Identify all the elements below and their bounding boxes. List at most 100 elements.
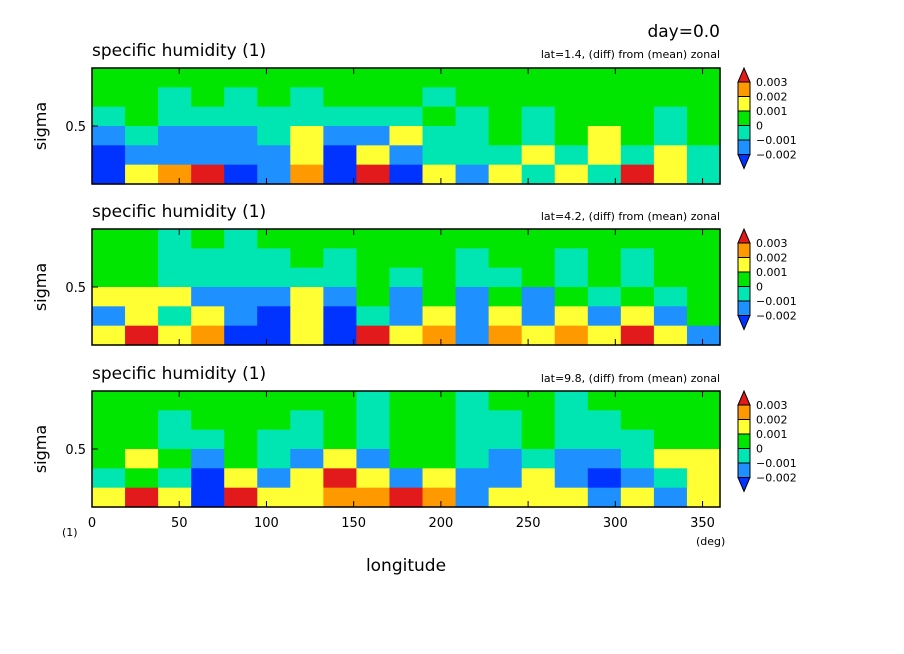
- heatmap-cell: [92, 126, 126, 146]
- heatmap-cell: [521, 449, 556, 469]
- heatmap-cell: [290, 468, 324, 489]
- x-corner-unit: (1): [62, 526, 78, 539]
- heatmap-cell: [620, 306, 655, 327]
- heatmap-cell: [389, 449, 424, 469]
- heatmap-cell: [125, 164, 159, 185]
- heatmap-cell: [290, 325, 324, 346]
- heatmap-cell: [554, 68, 589, 88]
- panel-3-title: specific humidity (1): [92, 364, 266, 384]
- heatmap-cell: [488, 468, 523, 489]
- heatmap-cell: [587, 267, 622, 288]
- heatmap-cell: [620, 429, 655, 450]
- heatmap-cell: [521, 126, 556, 146]
- heatmap-cell: [455, 325, 490, 346]
- heatmap-cell: [488, 229, 523, 249]
- heatmap-cell: [653, 391, 688, 411]
- heatmap-cell: [356, 229, 391, 249]
- heatmap-cell: [92, 468, 126, 489]
- heatmap-cell: [92, 449, 126, 469]
- heatmap-cell: [653, 325, 688, 346]
- heatmap-cell: [554, 87, 589, 108]
- panel-2-xticks: [91, 229, 704, 345]
- heatmap-cell: [653, 68, 688, 88]
- colorbar-label: 0.003: [756, 399, 788, 412]
- heatmap-cell: [257, 487, 291, 508]
- colorbar-segment: [737, 96, 751, 112]
- heatmap-cell: [257, 68, 291, 88]
- heatmap-cell: [389, 145, 424, 166]
- heatmap-cell: [323, 145, 358, 166]
- heatmap-cell: [455, 391, 490, 411]
- heatmap-cell: [356, 68, 391, 88]
- heatmap-cell: [455, 306, 490, 327]
- heatmap-cell: [389, 248, 424, 269]
- heatmap-cell: [389, 229, 424, 249]
- panel-3-ylabel: sigma: [31, 425, 50, 473]
- heatmap-cell: [488, 429, 523, 450]
- heatmap-cell: [191, 449, 225, 469]
- heatmap-cell: [653, 449, 688, 469]
- panel-2-subtitle: lat=4.2, (diff) from (mean) zonal: [541, 210, 720, 223]
- heatmap-cell: [191, 468, 225, 489]
- heatmap-cell: [521, 325, 556, 346]
- heatmap-cell: [356, 468, 391, 489]
- heatmap-cell: [290, 145, 324, 166]
- heatmap-cell: [587, 287, 622, 307]
- colorbar-label: 0.003: [756, 237, 788, 250]
- heatmap-cell: [158, 468, 192, 489]
- heatmap-cell: [323, 325, 358, 346]
- heatmap-cell: [422, 325, 457, 346]
- heatmap-cell: [587, 126, 622, 146]
- heatmap-cell: [257, 306, 291, 327]
- colorbar-label: 0: [756, 281, 763, 294]
- panel-3-ytick-label: 0.5: [65, 443, 86, 458]
- panel-2: specific humidity (1) lat=4.2, (diff) fr…: [31, 202, 721, 346]
- heatmap-cell: [422, 468, 457, 489]
- heatmap-cell: [455, 410, 490, 431]
- heatmap-cell: [125, 106, 159, 127]
- x-tick-label: 150: [341, 516, 366, 531]
- heatmap-cell: [554, 106, 589, 127]
- x-tick-label: 200: [428, 516, 453, 531]
- heatmap-cell: [389, 487, 424, 508]
- heatmap-cell: [686, 468, 721, 489]
- heatmap-cell: [125, 248, 159, 269]
- heatmap-cell: [92, 87, 126, 108]
- panel-1-ylabel: sigma: [31, 102, 50, 150]
- heatmap-cell: [455, 106, 490, 127]
- heatmap-cell: [653, 87, 688, 108]
- heatmap-cell: [488, 410, 523, 431]
- heatmap-cell: [92, 106, 126, 127]
- heatmap-cell: [686, 325, 721, 346]
- heatmap-cell: [356, 449, 391, 469]
- panel-3-cells: [92, 391, 721, 508]
- heatmap-cell: [356, 487, 391, 508]
- heatmap-cell: [257, 145, 291, 166]
- heatmap-cell: [323, 164, 358, 185]
- heatmap-cell: [191, 87, 225, 108]
- colorbar-label: 0.002: [756, 414, 788, 427]
- heatmap-cell: [521, 145, 556, 166]
- heatmap-cell: [686, 287, 721, 307]
- panel-2-ytick-label: 0.5: [65, 281, 86, 296]
- heatmap-cell: [686, 126, 721, 146]
- heatmap-cell: [224, 164, 258, 185]
- heatmap-cell: [356, 410, 391, 431]
- heatmap-cell: [554, 429, 589, 450]
- heatmap-cell: [389, 68, 424, 88]
- heatmap-cell: [356, 306, 391, 327]
- heatmap-cell: [191, 306, 225, 327]
- heatmap-cell: [554, 487, 589, 508]
- heatmap-cell: [158, 391, 192, 411]
- heatmap-cell: [158, 410, 192, 431]
- heatmap-cell: [356, 145, 391, 166]
- colorbar-segment: [737, 125, 751, 141]
- colorbar-arrow-bottom: [737, 154, 751, 170]
- heatmap-cell: [323, 126, 358, 146]
- heatmap-cell: [455, 429, 490, 450]
- heatmap-cell: [224, 487, 258, 508]
- heatmap-cell: [554, 164, 589, 185]
- panel-1-subtitle: lat=1.4, (diff) from (mean) zonal: [541, 48, 720, 61]
- colorbar-segment: [737, 433, 751, 449]
